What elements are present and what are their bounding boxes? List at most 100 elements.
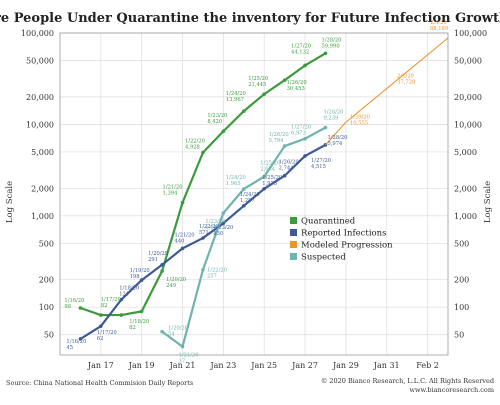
chart-title: Are People Under Quarantine the inventor… — [0, 11, 500, 26]
data-point — [303, 63, 307, 68]
plot-frame — [59, 32, 449, 356]
data-label: 1/27/20 6,973 — [291, 125, 311, 137]
y-tick-label-left: 20,000 — [26, 93, 54, 102]
x-tick-label: Jan 31 — [373, 361, 400, 370]
y-tick-label-left: 50 — [44, 331, 54, 340]
data-label: 1/28/20 59,990 — [321, 37, 341, 49]
y-tick-label-right: 2,000 — [454, 184, 477, 193]
data-point — [160, 329, 164, 334]
y-tick-label-right: 500 — [454, 239, 469, 248]
data-point — [262, 186, 267, 191]
legend-swatch — [290, 229, 297, 236]
data-label: 1/25/20 21,445 — [248, 76, 268, 88]
data-point — [221, 129, 226, 134]
legend-swatch — [290, 253, 297, 260]
data-label: 1/27/20 44,132 — [291, 43, 311, 55]
series-layer — [78, 37, 449, 349]
axes-layer: 50 50 100 100 200 200 500 500 1,000 1,000 2,000 2,0… — [21, 29, 487, 370]
data-label: 1/19/20 198 — [130, 268, 150, 280]
data-point — [323, 51, 328, 56]
data-point — [160, 263, 164, 267]
data-label: 1/20/20 291 — [148, 251, 168, 263]
data-point — [78, 337, 83, 341]
data-point — [323, 125, 328, 130]
y-tick-label-right: 100 — [454, 303, 469, 312]
data-point — [241, 187, 246, 191]
point-labels-layer: 1/16/20 98 1/17/20 82 1/18/20 82 1/20/20 249 1/2… — [64, 20, 448, 365]
series-line-quarantined — [80, 52, 327, 317]
y-tick-label-right: 10,000 — [454, 120, 482, 129]
data-label: 1/25/20 2,684 — [260, 161, 280, 173]
data-point — [241, 203, 246, 208]
y-tick-label-right: 100,000 — [454, 29, 487, 38]
legend-swatch — [290, 217, 297, 224]
y-axis-label-right: Log Scale — [483, 181, 493, 223]
data-point — [139, 309, 144, 314]
data-point — [221, 221, 226, 226]
data-point — [119, 297, 124, 302]
y-tick-label-right: 20,000 — [454, 93, 482, 102]
data-label: 1/20/20 249 — [166, 277, 186, 289]
series-line-modeled-progression — [325, 37, 449, 146]
data-label: 1/20/20 54 — [168, 326, 188, 338]
data-point — [282, 173, 287, 178]
data-label: 1/23/20 830 — [213, 225, 233, 237]
data-point — [180, 200, 185, 205]
data-point — [303, 136, 307, 141]
data-label: 1/22/20 257 — [207, 268, 227, 280]
data-point — [241, 109, 246, 113]
data-point — [282, 144, 287, 148]
y-tick-label-left: 50,000 — [26, 57, 54, 66]
legend-label: Modeled Progression — [301, 241, 393, 251]
data-label: 1/18/20 121 — [119, 286, 139, 298]
y-tick-label-left: 1,000 — [31, 212, 54, 221]
data-label: 1/21/20 37 — [179, 353, 199, 365]
y-tick-label-left: 10,000 — [26, 120, 54, 129]
y-tick-label-left: 5,000 — [31, 148, 54, 157]
x-tick-label: Jan 17 — [87, 361, 114, 370]
data-label: 1/18/20 82 — [129, 319, 149, 331]
data-label: 1/16/20 45 — [66, 339, 86, 351]
data-label: 1/26/20 30,453 — [287, 80, 307, 92]
x-tick-label: Feb 2 — [416, 361, 439, 370]
x-tick-label: Jan 29 — [332, 361, 359, 370]
data-label: 1/23/20 1,072 — [205, 219, 225, 231]
data-point — [119, 313, 124, 317]
data-point — [303, 154, 307, 158]
data-label: 1/26/20 5,794 — [269, 132, 289, 144]
y-axis-label-left: Log Scale — [5, 181, 15, 223]
website-note: www.biancoresearch.com — [409, 386, 494, 394]
data-point — [201, 236, 205, 240]
data-point — [262, 174, 267, 179]
data-point — [201, 150, 205, 155]
y-tick-label-left: 100,000 — [21, 29, 54, 38]
data-point — [282, 78, 287, 82]
data-label: 1/24/20 1,287 — [240, 192, 260, 204]
data-label: 1/21/20 440 — [175, 232, 195, 244]
data-point — [139, 278, 144, 282]
y-tick-label-left: 2,000 — [31, 184, 54, 193]
y-tick-label-right: 50,000 — [454, 57, 482, 66]
y-tick-label-right: 1,000 — [454, 212, 477, 221]
x-tick-label: Jan 27 — [291, 361, 318, 370]
legend-layer: Quarantined Reported Infections Modeled Pr… — [290, 217, 393, 263]
data-label: 2/3/20 88,189 — [430, 20, 448, 32]
data-label: 1/26/20 2,744 — [279, 160, 299, 172]
data-point — [99, 313, 103, 317]
y-tick-label-left: 100 — [39, 303, 54, 312]
y-tick-label-left: 200 — [39, 276, 54, 285]
data-point — [160, 269, 164, 273]
data-label: 1/28/20 5,974 — [327, 135, 347, 147]
data-label: 1/24/20 1,965 — [226, 175, 246, 187]
y-tick-label-right: 50 — [454, 331, 464, 340]
data-label: 1/29/20 10,555 — [350, 114, 370, 126]
series-line-reported-infections — [79, 143, 326, 340]
x-tick-label: Jan 23 — [209, 361, 236, 370]
data-point — [99, 324, 103, 328]
data-point — [180, 344, 185, 349]
data-label: 1/17/20 82 — [101, 297, 121, 309]
data-point — [262, 92, 267, 96]
x-tick-label: Jan 21 — [169, 361, 196, 370]
data-label: 1/22/20 571 — [199, 224, 219, 236]
